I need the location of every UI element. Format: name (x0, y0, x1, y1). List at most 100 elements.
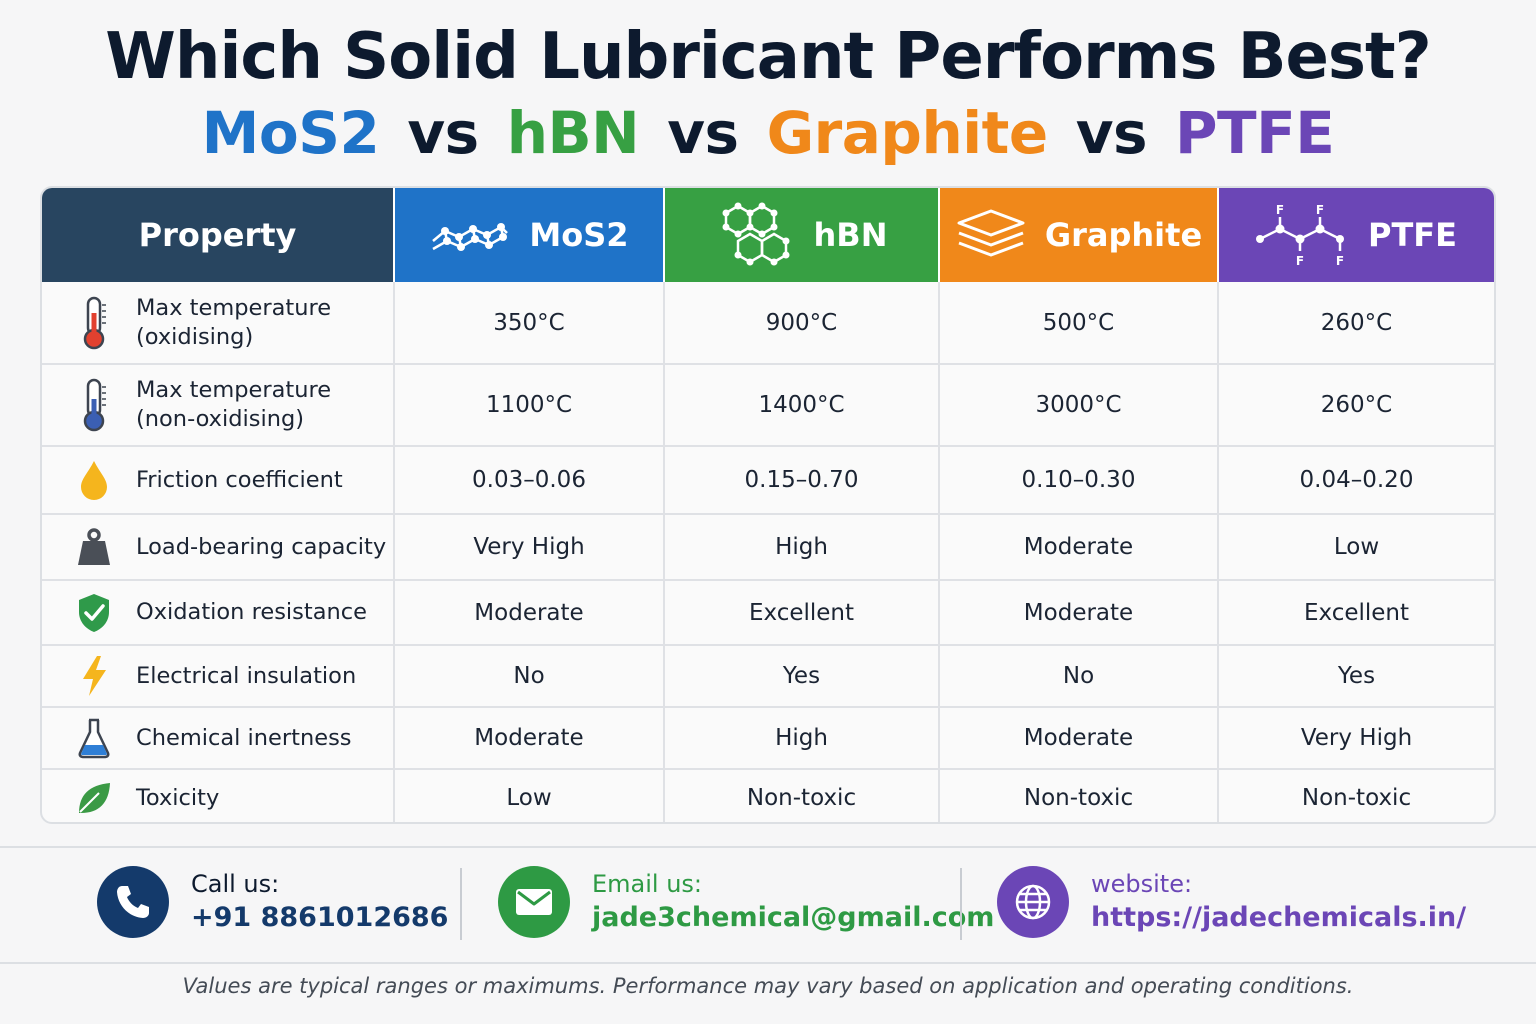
table-row: Chemical inertness Moderate High Moderat… (42, 706, 1494, 768)
subtitle-hbn: hBN (506, 99, 640, 167)
value-ptfe: Very High (1300, 725, 1413, 751)
property-cell: Toxicity (42, 770, 395, 822)
value-mos2: Low (395, 770, 665, 822)
email-link[interactable]: jade3chemical@gmail.com (592, 902, 995, 933)
droplet-icon (72, 458, 116, 502)
atom-label-f: F (1276, 203, 1284, 217)
value-ptfe: Excellent (1303, 599, 1410, 626)
property-cell: Load-bearing capacity (42, 515, 395, 579)
subtitle-ptfe: PTFE (1175, 99, 1335, 167)
property-cell: Oxidation resistance (42, 581, 395, 644)
value-ptfe: 260°C (1320, 309, 1393, 336)
contact-phone: Call us: +91 8861012686 (97, 866, 448, 938)
value-ptfe: Yes (1337, 663, 1376, 689)
value-graphite: No (940, 646, 1219, 706)
subtitle-vs: vs (1075, 99, 1148, 167)
value-ptfe: 260°C (1320, 392, 1393, 418)
subtitle-graphite: Graphite (766, 99, 1049, 167)
table-body: Max temperature (oxidising) 350°C 900°C … (42, 282, 1494, 822)
table-row: Electrical insulation No Yes No Yes (42, 644, 1494, 706)
thermometer-cold-icon (72, 378, 116, 432)
value-mos2: Moderate (395, 708, 665, 768)
value-graphite: Moderate (940, 515, 1219, 579)
value-hbn: Non-toxic (665, 770, 940, 822)
property-label: Electrical insulation (136, 662, 357, 689)
value-ptfe: 0.04–0.20 (1299, 467, 1414, 493)
table-row: Oxidation resistance Moderate Excellent … (42, 579, 1494, 644)
stacked-layers-icon (957, 209, 1025, 257)
shield-check-icon (72, 591, 116, 635)
footnote: Values are typical ranges or maximums. P… (182, 974, 1354, 998)
phone-label: Call us: (191, 870, 280, 898)
property-label: Max temperature (oxidising) (136, 294, 332, 350)
lightning-icon (72, 654, 116, 698)
table-row: Toxicity Low Non-toxic Non-toxic Non-tox… (42, 768, 1494, 822)
header-hbn: hBN (665, 188, 940, 282)
property-cell: Max temperature (non-oxidising) (42, 365, 395, 445)
subtitle-vs: vs (667, 99, 739, 167)
header-mos2-label: MoS2 (529, 216, 629, 254)
phone-number-link[interactable]: +91 8861012686 (191, 902, 449, 933)
weight-icon (72, 525, 116, 569)
header-ptfe: F F F F PTFE (1219, 188, 1494, 282)
leaf-icon (72, 776, 116, 820)
value-hbn: Excellent (665, 581, 940, 644)
header-ptfe-label: PTFE (1368, 216, 1457, 254)
property-cell: Electrical insulation (42, 646, 395, 706)
property-cell: Chemical inertness (42, 708, 395, 768)
footer-separator (960, 868, 962, 940)
phone-icon (97, 866, 169, 938)
value-graphite: Moderate (940, 581, 1219, 644)
property-label: Chemical inertness (136, 724, 352, 751)
value-graphite: 0.10–0.30 (940, 447, 1219, 513)
value-mos2: Moderate (395, 581, 665, 644)
molecular-lattice-icon (432, 223, 509, 251)
hexagon-network-icon (722, 202, 790, 266)
value-mos2: Very High (395, 515, 665, 579)
footer-divider-top (0, 846, 1536, 848)
comparison-table: Property MoS2 (40, 186, 1496, 824)
value-graphite: Non-toxic (940, 770, 1219, 822)
property-label: Toxicity (136, 784, 220, 811)
header-hbn-label: hBN (813, 216, 888, 254)
atom-label-f: F (1296, 254, 1304, 267)
footer-separator (460, 868, 462, 940)
subtitle-mos2: MoS2 (201, 99, 380, 167)
header-graphite: Graphite (940, 188, 1219, 282)
website-link[interactable]: https://jadechemicals.in/ (1091, 902, 1467, 933)
value-hbn: High (665, 708, 940, 768)
thermometer-hot-icon (72, 296, 116, 349)
value-hbn: 1400°C (665, 365, 940, 445)
atom-label-f: F (1316, 203, 1324, 217)
header-mos2: MoS2 (395, 188, 665, 282)
value-ptfe: Low (1333, 534, 1380, 560)
value-graphite: 500°C (940, 282, 1219, 363)
property-label: Oxidation resistance (136, 599, 367, 625)
atom-label-f: F (1336, 254, 1344, 267)
value-hbn: 0.15–0.70 (665, 447, 940, 513)
property-label: Friction coefficient (136, 466, 343, 493)
value-mos2: 1100°C (395, 365, 665, 445)
table-row: Load-bearing capacity Very High High Mod… (42, 513, 1494, 579)
contact-website: website: https://jadechemicals.in/ (997, 866, 1466, 938)
footer-divider-bottom (0, 962, 1536, 964)
value-hbn: High (665, 515, 940, 579)
envelope-icon (498, 866, 570, 938)
subtitle: MoS2 vs hBN vs Graphite vs PTFE (0, 96, 1536, 170)
value-ptfe: Non-toxic (1301, 785, 1412, 811)
value-mos2: 0.03–0.06 (395, 447, 665, 513)
subtitle-vs: vs (407, 99, 479, 167)
table-row: Friction coefficient 0.03–0.06 0.15–0.70… (42, 445, 1494, 513)
value-graphite: 3000°C (940, 365, 1219, 445)
value-mos2: No (395, 646, 665, 706)
value-mos2: 350°C (395, 282, 665, 363)
fluoro-chain-icon: F F F F (1256, 203, 1344, 267)
value-hbn: 900°C (665, 282, 940, 363)
globe-icon (997, 866, 1069, 938)
table-row: Max temperature (oxidising) 350°C 900°C … (42, 282, 1494, 363)
email-label: Email us: (592, 870, 703, 898)
property-label: Max temperature (non-oxidising) (136, 377, 332, 432)
flask-icon (72, 716, 116, 760)
website-label: website: (1091, 870, 1193, 898)
property-cell: Max temperature (oxidising) (42, 282, 395, 363)
